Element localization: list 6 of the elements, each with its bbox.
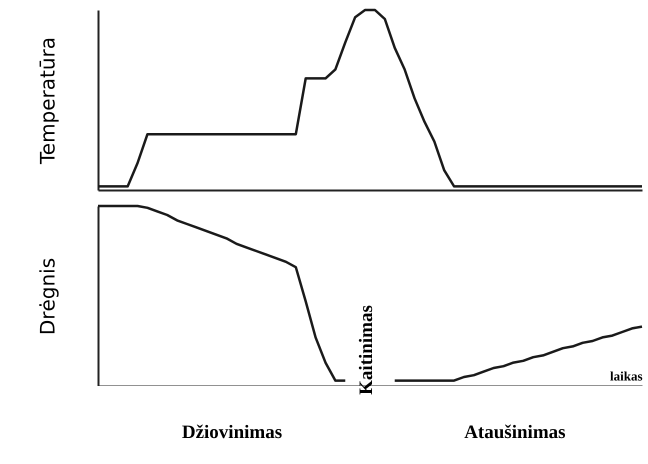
text: Ataušinimas: [464, 422, 566, 444]
x-axis-title: laikas: [610, 368, 642, 384]
text: Džiovinimas: [182, 422, 282, 444]
annotation: Kaitinimas: [355, 305, 378, 395]
y-axis-title: Temperatūra: [36, 36, 60, 166]
y-axis-title: Drėgnis: [36, 258, 60, 336]
